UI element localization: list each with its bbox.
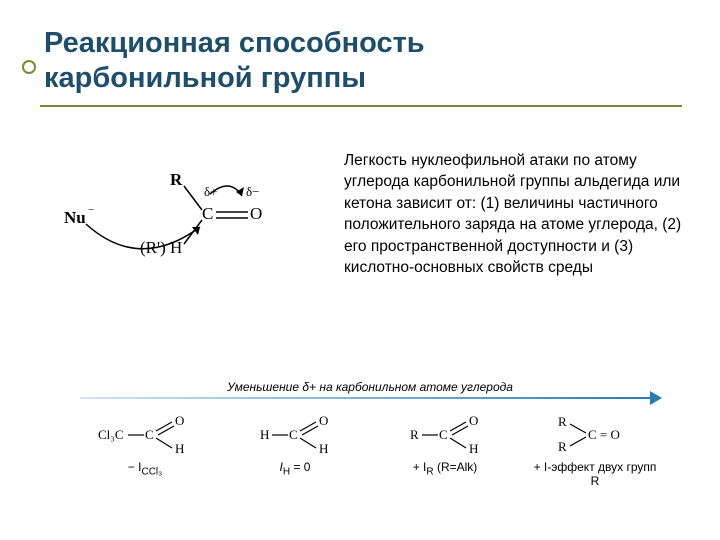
title-line-2: карбонильной группы — [44, 62, 366, 94]
s4-caption: + I-эффект двух групп R — [530, 460, 660, 488]
dplus-label: δ+ — [204, 184, 217, 200]
nu-label: Nu — [64, 208, 86, 228]
s4-lefttop: R — [558, 414, 567, 430]
arrow-head-icon — [650, 391, 662, 405]
struct-4: R R C = O + I-эффект двух групп R — [530, 414, 660, 488]
s3-left: R — [410, 427, 419, 443]
s2-left: H — [260, 427, 269, 443]
reactivity-series: Уменьшение δ+ на карбонильном атоме угле… — [80, 382, 660, 512]
nucleophile-svg — [44, 162, 324, 282]
s1-top: O — [175, 413, 184, 429]
s2-top: O — [319, 413, 328, 429]
nu-minus: − — [88, 204, 94, 216]
s3-caption: + IR (R=Alk) — [380, 460, 510, 477]
struct-2: H C O H IH = 0 — [230, 414, 360, 488]
s1-left: Cl₃C — [98, 427, 124, 443]
s1-caption: − ICCl₃ — [80, 460, 210, 477]
dminus-label: δ− — [246, 184, 259, 200]
arrow-caption: Уменьшение δ+ на карбонильном атоме угле… — [80, 380, 660, 394]
title-line-1: Реакционная способность — [44, 27, 425, 59]
nucleophile-diagram: Nu − R (R') H C O δ+ δ− — [44, 162, 324, 282]
body-paragraph: Легкость нуклеофильной атаки по атому уг… — [344, 150, 682, 278]
s3-top: O — [469, 413, 478, 429]
s4-leftbot: R — [558, 439, 567, 455]
s1-bot: H — [175, 441, 184, 457]
s3-bot: H — [469, 441, 478, 457]
s2-bot: H — [319, 441, 328, 457]
o-label: O — [250, 204, 262, 224]
r-label: R — [170, 170, 182, 190]
slide-title: Реакционная способность карбонильной гру… — [44, 26, 682, 96]
c-label: C — [202, 204, 213, 224]
s2-caption: IH = 0 — [230, 460, 360, 477]
rh-label: (R') H — [140, 238, 182, 258]
title-underline — [40, 105, 682, 107]
s4-right: C = O — [588, 427, 620, 443]
struct-1: Cl₃C C O H − ICCl₃ — [80, 414, 210, 488]
gradient-arrow — [80, 397, 660, 399]
struct-3: R C O H + IR (R=Alk) — [380, 414, 510, 488]
title-bullet — [22, 60, 36, 74]
